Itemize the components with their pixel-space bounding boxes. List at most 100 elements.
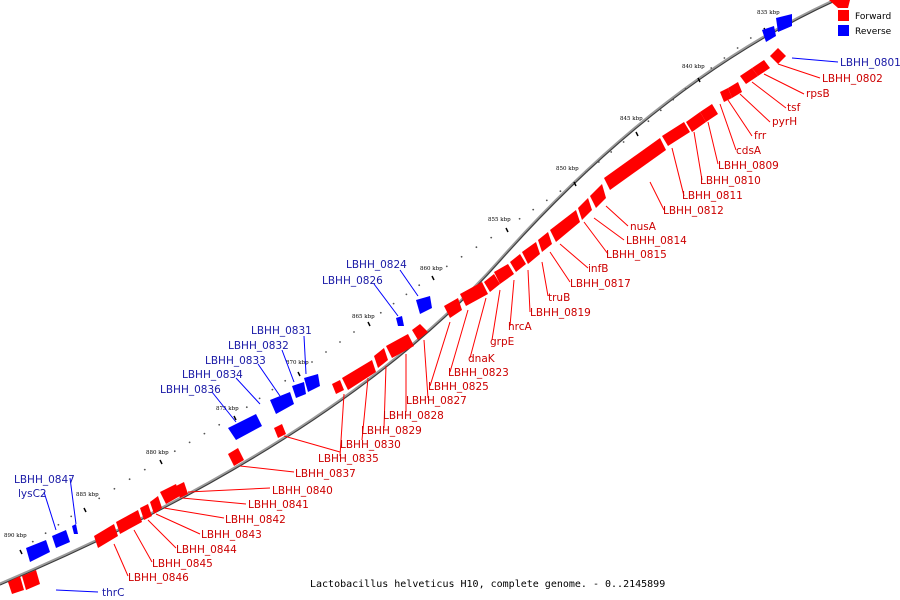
gene-forward[interactable] [444,298,462,318]
gene-forward[interactable] [700,104,718,122]
gene-label-lbhh-0826[interactable]: LBHH_0826 [322,275,383,287]
gene-label-lbhh-0827[interactable]: LBHH_0827 [406,395,467,407]
genome-backbone [0,0,836,586]
gene-reverse[interactable] [396,316,404,326]
minor-tick [475,246,478,249]
gene-forward[interactable] [510,254,526,272]
gene-forward[interactable] [150,496,162,514]
gene-label-frr[interactable]: frr [754,130,767,142]
gene-label-lbhh-0814[interactable]: LBHH_0814 [626,235,687,247]
gene-label-lbhh-0830[interactable]: LBHH_0830 [340,439,401,451]
gene-label-grpe[interactable]: grpE [490,336,514,348]
gene-label-lbhh-0811[interactable]: LBHH_0811 [682,190,743,202]
gene-label-lbhh-0844[interactable]: LBHH_0844 [176,544,237,556]
gene-forward[interactable] [412,324,428,340]
gene-forward[interactable] [538,232,552,252]
gene-label-lbhh-0819[interactable]: LBHH_0819 [530,307,591,319]
gene-label-lbhh-0802[interactable]: LBHH_0802 [822,73,883,85]
gene-label-lbhh-0843[interactable]: LBHH_0843 [201,529,262,541]
gene-label-lbhh-0825[interactable]: LBHH_0825 [428,381,489,393]
gene-label-lbhh-0842[interactable]: LBHH_0842 [225,514,286,526]
gene-forward[interactable] [274,424,286,438]
gene-forward[interactable] [22,570,40,590]
gene-label-lbhh-0837[interactable]: LBHH_0837 [295,468,356,480]
gene-label-lbhh-0823[interactable]: LBHH_0823 [448,367,509,379]
gene-label-lbhh-0831[interactable]: LBHH_0831 [251,325,312,337]
gene-label-lbhh-0833[interactable]: LBHH_0833 [205,355,266,367]
gene-label-dnak[interactable]: dnaK [468,353,496,365]
gene-label-infb[interactable]: infB [588,263,608,275]
gene-reverse[interactable] [776,14,792,32]
gene-label-lbhh-0847[interactable]: LBHH_0847 [14,474,75,486]
gene-forward[interactable] [386,334,414,358]
gene-forward[interactable] [460,282,488,306]
gene-forward[interactable] [522,242,540,264]
gene-forward[interactable] [578,198,592,220]
minor-tick [44,532,47,535]
gene-forward[interactable] [160,484,180,504]
gene-label-lbhh-0846[interactable]: LBHH_0846 [128,572,189,584]
gene-label-lbhh-0832[interactable]: LBHH_0832 [228,340,289,352]
gene-forward[interactable] [228,448,244,466]
minor-tick [258,397,261,400]
gene-label-lbhh-0810[interactable]: LBHH_0810 [700,175,761,187]
gene-forward[interactable] [332,380,344,394]
gene-label-lbhh-0845[interactable]: LBHH_0845 [152,558,213,570]
gene-forward[interactable] [686,112,706,132]
gene-reverse[interactable] [292,382,306,398]
gene-reverse[interactable] [52,530,70,548]
reverse-gene-track [26,14,792,562]
gene-forward[interactable] [484,274,500,292]
gene-label-lbhh-0834[interactable]: LBHH_0834 [182,369,243,381]
gene-reverse[interactable] [762,26,776,42]
gene-forward[interactable] [752,60,770,76]
gene-reverse[interactable] [228,414,262,440]
gene-forward[interactable] [829,0,850,8]
gene-label-lbhh-0809[interactable]: LBHH_0809 [718,160,779,172]
gene-label-lbhh-0801[interactable]: LBHH_0801 [840,57,900,69]
gene-forward[interactable] [140,504,152,520]
gene-forward[interactable] [342,360,376,390]
gene-label-lbhh-0815[interactable]: LBHH_0815 [606,249,667,261]
gene-label-nusa[interactable]: nusA [630,221,657,233]
gene-label-cdsa[interactable]: cdsA [736,145,762,157]
gene-forward[interactable] [94,524,118,548]
gene-forward[interactable] [550,210,580,242]
gene-label-hrca[interactable]: hrcA [508,321,533,333]
gene-label-lbhh-0835[interactable]: LBHH_0835 [318,453,379,465]
gene-forward[interactable] [176,482,188,498]
gene-label-lbhh-0841[interactable]: LBHH_0841 [248,499,309,511]
gene-reverse[interactable] [72,524,78,534]
gene-reverse[interactable] [270,392,294,414]
minor-tick [353,331,355,333]
gene-label-lbhh-0829[interactable]: LBHH_0829 [361,425,422,437]
gene-label-rpsb[interactable]: rpsB [806,88,830,100]
gene-forward[interactable] [8,576,24,594]
gene-forward[interactable] [662,122,690,146]
gene-label-lbhh-0812[interactable]: LBHH_0812 [663,205,724,217]
gene-label-thrc[interactable]: thrC [102,587,124,599]
gene-forward[interactable] [116,510,142,534]
gene-label-lysc2[interactable]: lysC2 [18,488,47,500]
gene-reverse[interactable] [304,374,320,392]
gene-reverse[interactable] [416,296,432,314]
gene-forward[interactable] [720,88,732,102]
gene-label-lbhh-0824[interactable]: LBHH_0824 [346,259,407,271]
gene-label-tsf[interactable]: tsf [787,102,801,114]
gene-forward[interactable] [590,184,606,208]
gene-forward[interactable] [770,48,786,64]
gene-reverse[interactable] [26,540,50,562]
gene-label-lbhh-0836[interactable]: LBHH_0836 [160,384,221,396]
gene-forward[interactable] [494,264,514,284]
gene-label-pyrh[interactable]: pyrH [772,116,797,128]
gene-forward[interactable] [374,348,388,368]
gene-label-lbhh-0817[interactable]: LBHH_0817 [570,278,631,290]
gene-forward[interactable] [740,68,758,84]
gene-forward[interactable] [604,138,666,190]
gene-label-trub[interactable]: truB [548,292,570,304]
gene-label-lbhh-0840[interactable]: LBHH_0840 [272,485,333,497]
gene-forward[interactable] [728,82,742,98]
gene-label-lbhh-0828[interactable]: LBHH_0828 [383,410,444,422]
minor-tick [545,199,548,202]
